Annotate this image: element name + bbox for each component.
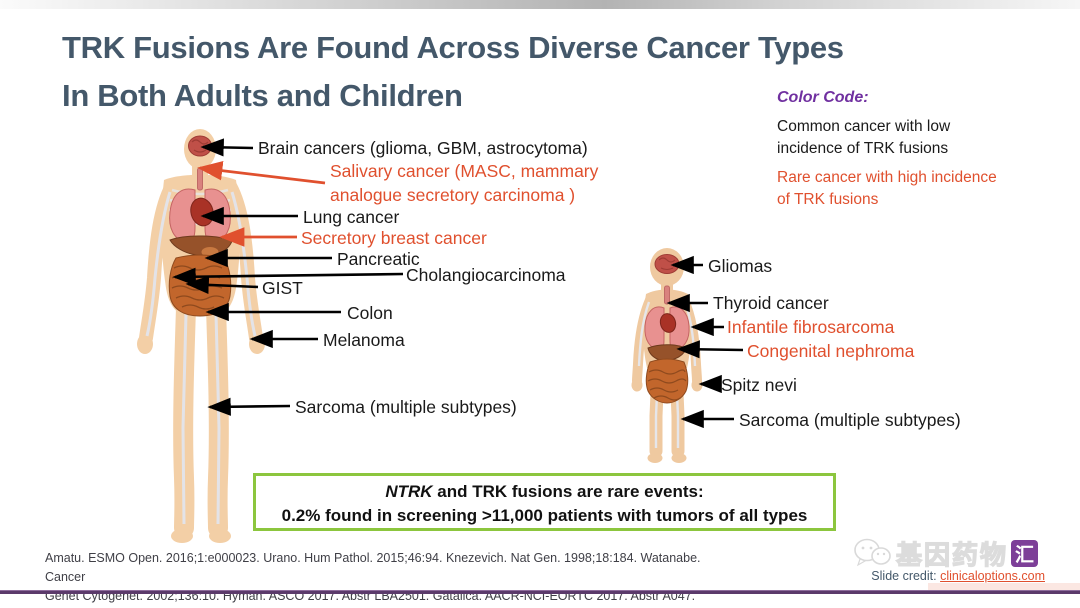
callout-line-1-rest: and TRK fusions are rare events: [432,482,704,501]
label-infantile-fibrosarcoma: Infantile fibrosarcoma [727,317,895,337]
top-gradient-bar [0,0,1080,9]
pink-strip-decoration [928,583,1080,590]
label-gliomas: Gliomas [708,256,773,276]
label-congenital-nephroma: Congenital nephroma [747,341,915,361]
label-melanoma: Melanoma [323,330,405,350]
ntrk-callout-box: NTRK and TRK fusions are rare events: 0.… [253,473,836,531]
title-line-1: TRK Fusions Are Found Across Diverse Can… [62,30,844,65]
legend-heading: Color Code: [777,89,869,106]
child-figure [631,248,703,463]
label-sarcoma-adult: Sarcoma (multiple subtypes) [295,397,517,417]
legend-item-common: Common cancer with low incidence of TRK … [777,118,951,157]
watermark-text: 基因药物 [895,539,1009,570]
bottom-purple-line [0,590,1080,594]
page-title: TRK Fusions Are Found Across Diverse Can… [62,24,962,120]
label-gist: GIST [262,278,303,298]
label-thyroid-cancer: Thyroid cancer [713,293,829,313]
citations: Amatu. ESMO Open. 2016;1:e000023. Urano.… [45,549,735,606]
label-lung-cancer: Lung cancer [303,207,400,227]
label-brain-cancers: Brain cancers (glioma, GBM, astrocytoma) [258,138,588,158]
label-salivary-cancer: Salivary cancer (MASC, mammary analogue … [330,161,599,205]
title-line-2: In Both Adults and Children [62,78,463,113]
label-secretory-breast: Secretory breast cancer [301,228,487,248]
slide-credit: Slide credit: clinicaloptions.com [871,569,1045,583]
callout-line-1: NTRK and TRK fusions are rare events: [256,480,833,504]
label-sarcoma-child: Sarcoma (multiple subtypes) [739,410,961,430]
color-code-legend: Color Code: Common cancer with low incid… [777,89,1022,218]
citation-line-1: Amatu. ESMO Open. 2016;1:e000023. Urano.… [45,551,701,584]
label-pancreatic: Pancreatic [337,249,420,269]
callout-line-2: 0.2% found in screening >11,000 patients… [281,506,808,525]
label-spitz-nevi: Spitz nevi [721,375,797,395]
credit-label: Slide credit: [871,569,941,583]
legend-item-rare: Rare cancer with high incidence of TRK f… [777,169,997,208]
child-organs [644,254,690,404]
watermark-logo: 基因药物 汇 [851,535,1039,572]
watermark-badge: 汇 [1011,540,1039,567]
wechat-icon [854,538,891,566]
credit-link[interactable]: clinicaloptions.com [940,569,1045,583]
label-colon: Colon [347,303,393,323]
label-cholangiocarcinoma: Cholangiocarcinoma [406,265,566,285]
callout-ntrk-italic: NTRK [385,482,433,501]
